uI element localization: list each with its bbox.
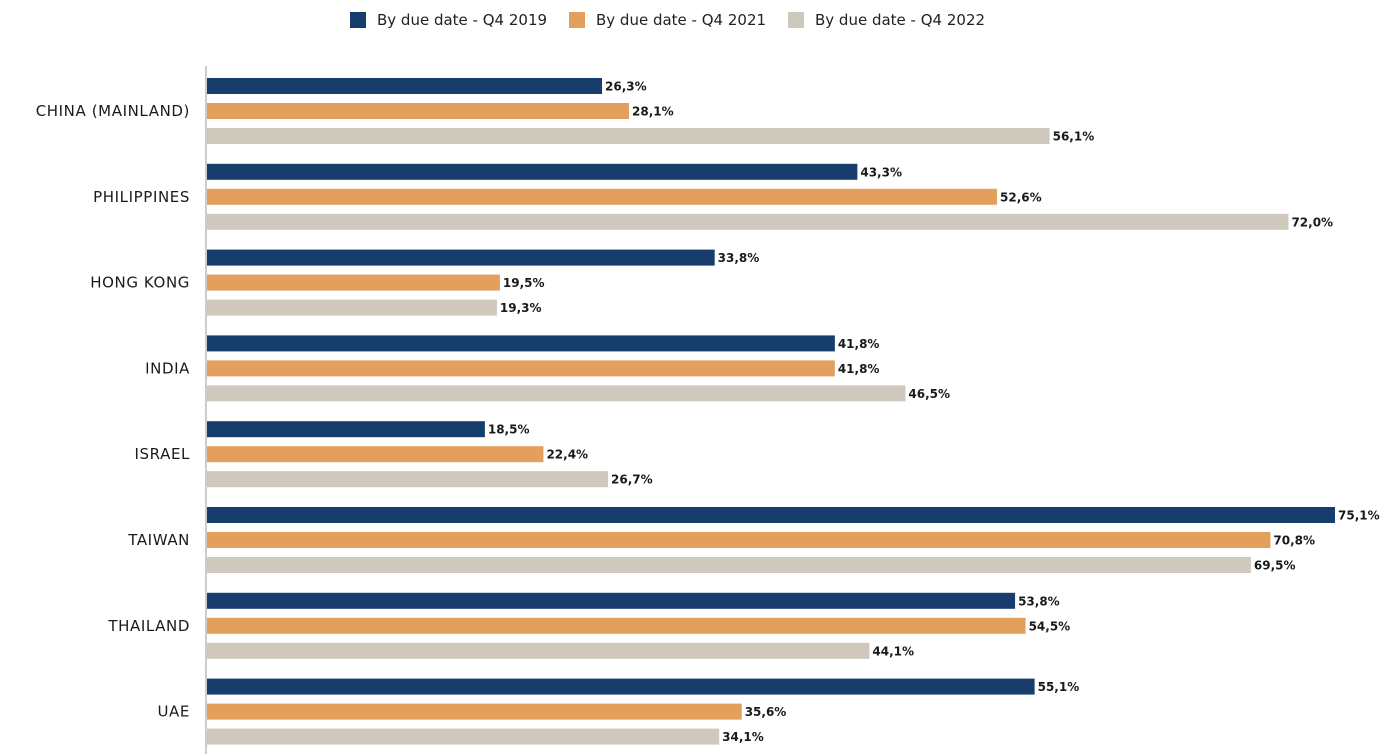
bar-uae-series-3	[207, 728, 720, 745]
value-label-india-series-1: 41,8%	[838, 337, 880, 351]
legend-label-1: By due date - Q4 2019	[377, 11, 547, 29]
value-label-uae-series-3: 34,1%	[722, 730, 764, 744]
bar-india-series-3	[207, 385, 906, 402]
value-label-thailand-series-2: 54,5%	[1029, 619, 1071, 633]
category-label-thailand: THAILAND	[107, 617, 190, 635]
value-label-india-series-3: 46,5%	[908, 387, 950, 401]
legend-label-3: By due date - Q4 2022	[815, 11, 985, 29]
value-label-hong-kong-series-1: 33,8%	[718, 251, 760, 265]
bar-uae-series-2	[207, 703, 742, 720]
value-label-taiwan-series-1: 75,1%	[1338, 509, 1380, 523]
category-label-hong-kong: HONG KONG	[90, 274, 190, 292]
bar-hong-kong-series-2	[207, 274, 500, 291]
category-label-taiwan: TAIWAN	[127, 531, 190, 549]
bar-hong-kong-series-3	[207, 299, 497, 316]
value-label-taiwan-series-3: 69,5%	[1254, 559, 1296, 573]
value-label-china-mainland-series-3: 56,1%	[1053, 130, 1095, 144]
bar-china-mainland-series-3	[207, 128, 1050, 144]
bar-china-mainland-series-2	[207, 103, 630, 119]
bar-philippines-series-1	[207, 163, 858, 180]
value-label-taiwan-series-2: 70,8%	[1273, 534, 1315, 548]
bar-thailand-series-3	[207, 642, 870, 659]
value-labels: 26,3% 28,1% 56,1% 43,3% 52,6% 72,0% 33,8% 19,5%…	[488, 80, 1380, 745]
value-label-philippines-series-2: 52,6%	[1000, 190, 1042, 204]
value-label-thailand-series-3: 44,1%	[872, 644, 914, 658]
bar-philippines-series-2	[207, 188, 998, 205]
legend-swatch-1	[350, 12, 366, 28]
bar-india-series-2	[207, 360, 835, 377]
legend-swatch-2	[569, 12, 585, 28]
value-label-uae-series-2: 35,6%	[745, 705, 787, 719]
bar-india-series-1	[207, 335, 835, 352]
legend-item-3: By due date - Q4 2022	[788, 11, 985, 29]
legend-label-2: By due date - Q4 2021	[596, 11, 766, 29]
value-label-india-series-2: 41,8%	[838, 362, 880, 376]
value-label-china-mainland-series-2: 28,1%	[632, 105, 674, 119]
value-label-hong-kong-series-2: 19,5%	[503, 276, 545, 290]
legend-swatch-3	[788, 12, 804, 28]
value-label-philippines-series-3: 72,0%	[1291, 215, 1333, 229]
legend-item-2: By due date - Q4 2021	[569, 11, 766, 29]
bar-israel-series-2	[207, 446, 544, 463]
value-label-uae-series-1: 55,1%	[1038, 680, 1080, 694]
legend: By due date - Q4 2019 By due date - Q4 20…	[350, 11, 985, 29]
legend-item-1: By due date - Q4 2019	[350, 11, 547, 29]
bar-uae-series-1	[207, 678, 1035, 695]
value-label-thailand-series-1: 53,8%	[1018, 594, 1060, 608]
value-label-israel-series-1: 18,5%	[488, 423, 530, 437]
bar-thailand-series-1	[207, 592, 1016, 609]
bar-philippines-series-3	[207, 213, 1289, 230]
value-label-hong-kong-series-3: 19,3%	[500, 301, 542, 315]
category-label-philippines: PHILIPPINES	[93, 188, 190, 206]
bar-israel-series-3	[207, 471, 609, 488]
category-label-india: INDIA	[145, 359, 190, 377]
bar-china-mainland-series-1	[207, 78, 603, 94]
bars	[207, 78, 1335, 745]
bar-israel-series-1	[207, 421, 485, 438]
value-label-israel-series-3: 26,7%	[611, 473, 653, 487]
bar-thailand-series-2	[207, 617, 1026, 634]
bar-taiwan-series-1	[207, 507, 1335, 523]
value-label-israel-series-2: 22,4%	[546, 448, 588, 462]
value-label-china-mainland-series-1: 26,3%	[605, 80, 647, 94]
bar-hong-kong-series-1	[207, 249, 715, 266]
category-label-uae: UAE	[157, 703, 190, 721]
value-label-philippines-series-1: 43,3%	[860, 165, 902, 179]
bar-taiwan-series-2	[207, 532, 1271, 548]
category-label-israel: ISRAEL	[135, 445, 190, 463]
category-labels: CHINA (MAINLAND) PHILIPPINES HONG KONG INDI…	[36, 102, 190, 721]
bar-taiwan-series-3	[207, 557, 1251, 573]
category-label-china-mainland: CHINA (MAINLAND)	[36, 102, 190, 120]
